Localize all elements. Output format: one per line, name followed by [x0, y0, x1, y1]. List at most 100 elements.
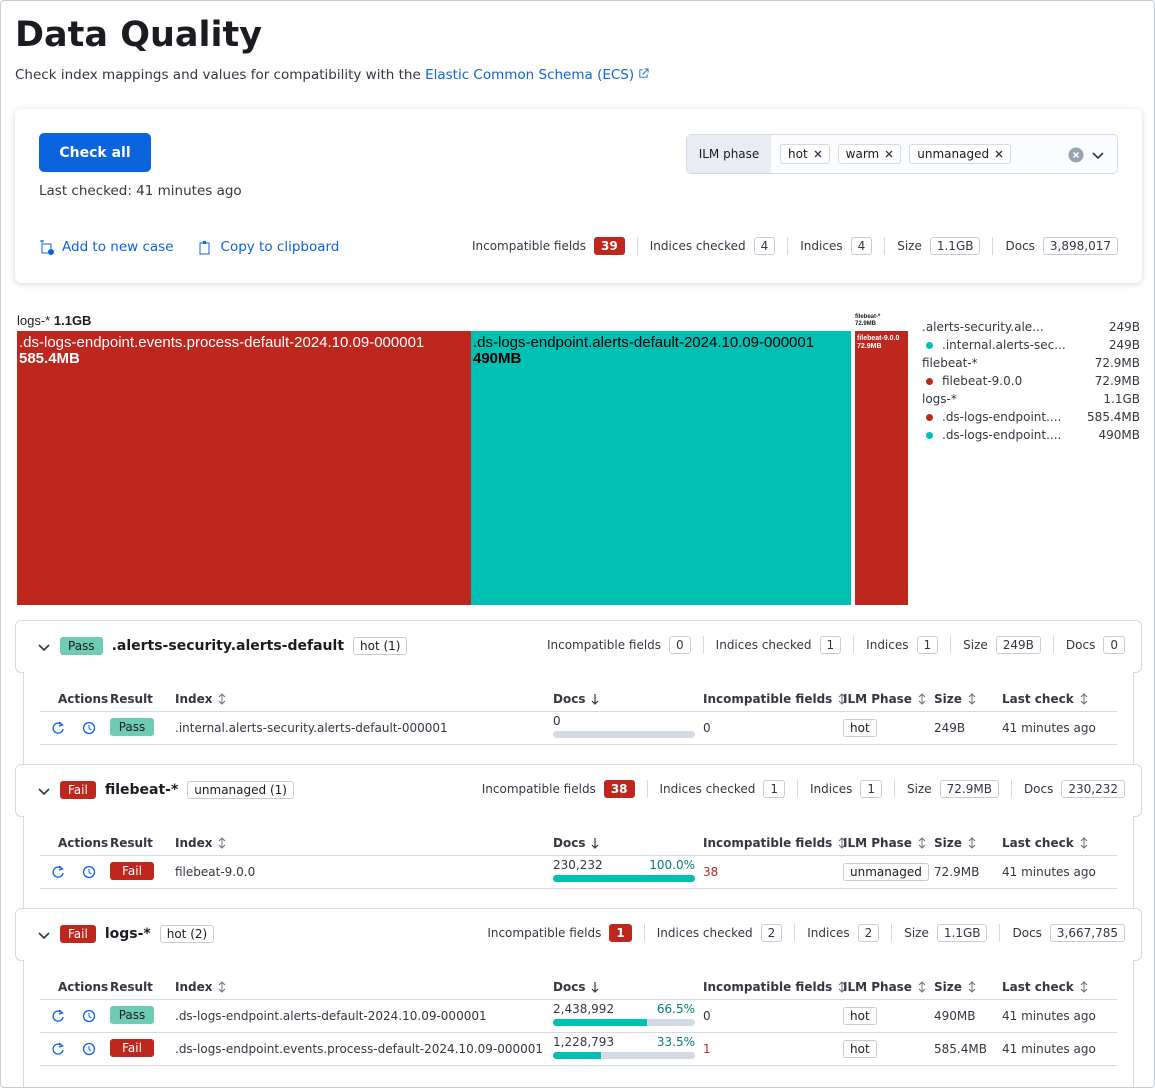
column-header: Size [934, 692, 976, 706]
chip-label: unmanaged [917, 147, 990, 161]
column-label: Size [934, 980, 962, 994]
recheck-icon [52, 865, 64, 878]
stat: Indices checked 2 [643, 924, 795, 942]
check-all-button[interactable]: Check all [39, 133, 151, 172]
header-rule [40, 711, 1117, 712]
sort-icon [968, 837, 976, 849]
ilm-chip: hot [780, 144, 830, 164]
page-subtitle: Check index mappings and values for comp… [15, 67, 649, 83]
column-label: Incompatible fields [703, 836, 833, 850]
sort-icon [838, 693, 846, 705]
stat: Incompatible fields 0 [535, 636, 703, 654]
column-header: Index [175, 980, 226, 994]
row-index: filebeat-9.0.0 [175, 865, 256, 879]
row-incompatible: 1 [703, 1042, 711, 1056]
docs-share-label: 66.5% [656, 1002, 695, 1016]
group-ilm: unmanaged (1) [187, 781, 294, 799]
column-label: Result [110, 692, 153, 706]
group-name: filebeat-* [855, 314, 881, 320]
docs-share-label: 33.5% [656, 1035, 695, 1049]
column-label: Actions [58, 692, 109, 706]
history-icon-wrap [82, 865, 96, 879]
row-size: 490MB [934, 1009, 976, 1023]
stat: Docs 3,667,785 [999, 924, 1137, 942]
legend-group: .alerts-security.ale... [922, 320, 1044, 334]
group-header: Fail filebeat-* unmanaged (1) Incompatible … [15, 764, 1142, 817]
clear-icon[interactable] [1068, 147, 1084, 163]
row-rule [40, 744, 1117, 745]
stat: Docs 0 [1052, 636, 1137, 654]
column-label: Docs [553, 836, 586, 850]
docs-share [553, 875, 695, 882]
collapse-icon-wrap [37, 784, 51, 798]
column-header: ILM Phase [843, 836, 926, 850]
stat-value: 1 [860, 780, 882, 798]
ilm-chip: warm [837, 144, 902, 164]
column-label: Index [175, 980, 213, 994]
row-size: 585.4MB [934, 1042, 987, 1056]
action-link[interactable]: Copy to clipboard [198, 239, 339, 255]
action-icon-wrap [39, 239, 54, 255]
row-rule [40, 1065, 1117, 1066]
treemap-title-name: logs-* [17, 313, 51, 328]
group-name: logs-* [104, 926, 151, 942]
row-result: Pass [110, 718, 154, 736]
group-header: Pass .alerts-security.alerts-default hot (… [15, 620, 1142, 673]
column-header: Actions [58, 836, 108, 850]
stat: Docs 230,232 [1010, 780, 1137, 798]
column-header: Index [175, 692, 226, 706]
sort-icon-wrap [918, 981, 926, 993]
column-label: Last check [1002, 692, 1074, 706]
group-stats: Incompatible fields 0 Indices checked 1 Indi… [535, 636, 1137, 654]
column-label: Actions [58, 980, 109, 994]
history-icon [82, 1009, 96, 1023]
sort-icon-wrap [591, 837, 599, 849]
group-result: Fail [60, 781, 96, 799]
row-ilm: hot [843, 1007, 877, 1025]
column-header: ILM Phase [843, 692, 926, 706]
stat-value: 72.9MB [939, 780, 999, 798]
sort-icon [918, 981, 926, 993]
row-size: 249B [934, 721, 966, 735]
legend-item: filebeat-9.0.0 [926, 374, 1022, 388]
recheck-icon-wrap [51, 1009, 65, 1023]
sort-icon-wrap [1080, 837, 1088, 849]
stat-label: Incompatible fields [546, 638, 662, 652]
panel-stats: Incompatible fields 39 Indices checked 4 Ind… [460, 237, 1130, 255]
stat: Incompatible fields 1 [475, 924, 643, 942]
sort-icon [968, 693, 976, 705]
ilm-combobox[interactable]: ILM phase hot warm unmanaged [686, 134, 1118, 174]
chevron-icon[interactable] [1091, 148, 1105, 162]
legend-item: .ds-logs-endpoint.... [926, 428, 1061, 442]
recheck-icon-wrap [51, 865, 65, 879]
stat: Indices checked 4 [636, 237, 788, 255]
column-header: Last check [1002, 692, 1088, 706]
stat: Size 249B [950, 636, 1053, 654]
stat: Size 72.9MB [893, 780, 1011, 798]
stat: Indices 4 [787, 237, 884, 255]
stat-value: 1 [819, 636, 842, 654]
chip-remove-wrap [885, 150, 893, 158]
stat-label: Indices checked [656, 926, 753, 940]
ecs-link[interactable]: Elastic Common Schema (ECS) [425, 67, 635, 83]
legend-item: .ds-logs-endpoint.... [926, 410, 1061, 424]
group-name: filebeat-* [104, 782, 179, 798]
sort-icon-wrap [968, 837, 976, 849]
stat: Size 1.1GB [884, 237, 992, 255]
stat-label: Indices [807, 926, 850, 940]
sort-icon [1080, 837, 1088, 849]
group-result: Pass [60, 637, 103, 655]
column-label: ILM Phase [843, 836, 912, 850]
docs-bar [553, 1052, 695, 1059]
group-stats: Incompatible fields 38 Indices checked 1 Ind… [470, 780, 1137, 798]
history-icon [82, 865, 96, 879]
action-icon [40, 239, 54, 255]
docs-bar [553, 1019, 695, 1026]
action-link[interactable]: Add to new case [39, 239, 174, 255]
history-icon [82, 1042, 96, 1056]
row-rule [40, 888, 1117, 889]
docs-bar [553, 731, 695, 738]
recheck-icon [52, 721, 64, 734]
collapse-icon [38, 788, 50, 796]
action-icon-wrap [198, 240, 213, 255]
